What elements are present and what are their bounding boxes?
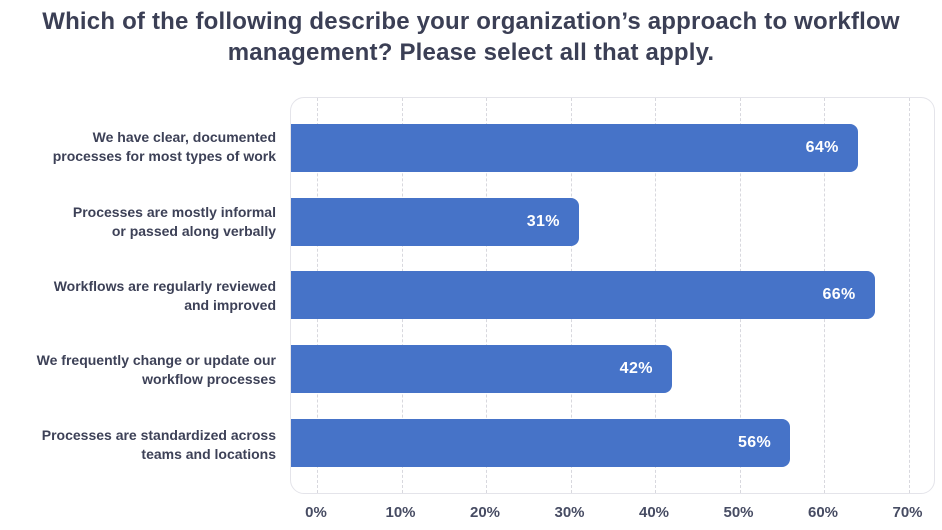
bar-row: 66% [291,271,934,320]
chart-title: Which of the following describe your org… [42,8,900,66]
bar: 31% [291,197,579,246]
x-tick-label: 40% [638,504,670,521]
bar-value-label: 31% [526,212,560,230]
bar: 66% [291,271,875,320]
bar-value-label: 42% [619,360,653,378]
bar-value-label: 56% [737,434,772,452]
bar-row: 64% [291,123,934,172]
bar: 64% [291,123,858,172]
x-tick-label: 0% [305,504,327,521]
category-label: Workflows are regularly reviewed and impr… [53,277,276,313]
x-tick-label: 60% [807,504,839,521]
x-tick-label: 20% [469,504,501,521]
bar: 42% [291,345,672,394]
category-label: Processes are mostly informal or passed a… [72,203,276,239]
plot-area: 64% 31% 66% 42% 56% [290,97,935,494]
bar-row: 42% [291,345,934,394]
category-labels: We have clear, documented processes for m… [0,97,276,495]
bars: 64% 31% 66% 42% 56% [291,98,934,493]
x-tick-label: 30% [554,504,585,521]
bar-row: 31% [291,197,934,246]
category-label: Processes are standardized across teams a… [41,426,276,462]
x-tick-label: 50% [723,504,754,521]
x-tick-label: 70% [892,504,923,521]
gridline [908,98,910,493]
bar-row: 56% [291,419,934,468]
bar: 56% [291,419,791,468]
x-axis: 0% 10% 20% 30% 40% 50% 60% 70% [290,504,933,526]
x-tick-label: 10% [385,504,416,521]
bar-value-label: 66% [822,286,856,304]
category-label: We have clear, documented processes for m… [52,129,276,165]
category-label: We frequently change or update our workfl… [36,352,276,388]
bar-value-label: 64% [805,138,839,156]
